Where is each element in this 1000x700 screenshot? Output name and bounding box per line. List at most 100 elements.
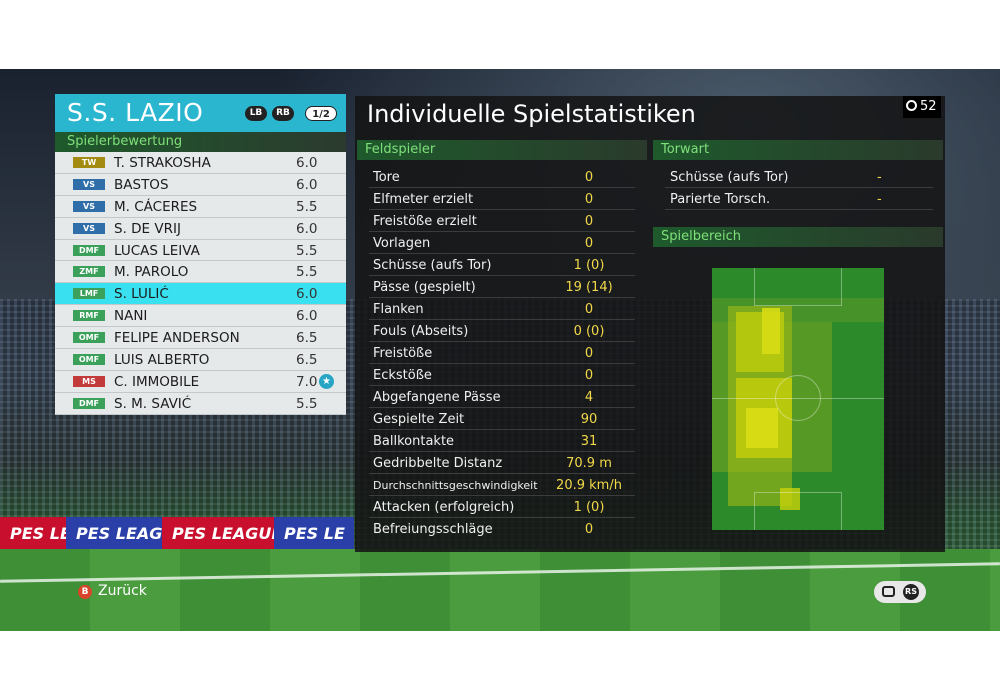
position-badge: VS <box>73 200 105 212</box>
ad-board: PES LEAGUE <box>0 517 66 551</box>
stat-row: Attacken (erfolgreich) 1 (0) <box>369 496 635 518</box>
stat-row: Gedribbelte Distanz 70.9 m <box>369 452 635 474</box>
player-rating: 6.0 <box>296 155 318 171</box>
gk-stat-row: Parierte Torsch. - <box>665 188 933 210</box>
stat-label: Tore <box>373 170 400 185</box>
heatmap-cell <box>762 308 780 354</box>
player-name: FELIPE ANDERSON <box>114 330 240 347</box>
bottom-controls[interactable]: RS <box>874 581 926 603</box>
player-row[interactable]: VS BASTOS 6.0 <box>55 173 346 196</box>
heatmap-cell <box>780 488 800 510</box>
stat-label: Eckstöße <box>373 368 432 383</box>
stat-value: 31 <box>580 434 598 449</box>
player-row[interactable]: OMF FELIPE ANDERSON 6.5 <box>55 327 346 350</box>
heatmap <box>712 268 884 530</box>
position-badge: TW <box>73 157 105 168</box>
back-label[interactable]: Zurück <box>98 583 147 599</box>
stat-row: Freistöße 0 <box>369 342 635 364</box>
team-header: S.S. LAZIO LB RB 1/2 <box>55 94 346 132</box>
position-badge: LMF <box>73 288 105 300</box>
stat-label: Ballkontakte <box>373 434 455 449</box>
player-name: LUIS ALBERTO <box>114 352 210 369</box>
player-row[interactable]: OMF LUIS ALBERTO 6.5 <box>55 349 346 371</box>
player-rating: 6.0 <box>296 286 318 303</box>
player-name: S. DE VRIJ <box>114 220 181 237</box>
player-name: NANI <box>114 308 148 325</box>
stat-row: Ballkontakte 31 <box>369 430 635 452</box>
gk-stat-label: Schüsse (aufs Tor) <box>670 170 789 185</box>
stat-row: Durchschnittsgeschwindigkeit 20.9 km/h <box>369 474 635 496</box>
player-rating: 6.0 <box>296 308 318 325</box>
player-row[interactable]: DMF S. M. SAVIĆ 5.5 <box>55 392 346 415</box>
stat-row: Vorlagen 0 <box>369 232 635 254</box>
player-row[interactable]: MS C. IMMOBILE 7.0 ★ <box>55 370 346 393</box>
stat-label: Schüsse (aufs Tor) <box>373 258 492 273</box>
player-name: BASTOS <box>114 176 169 193</box>
stat-value: 0 <box>584 192 594 207</box>
player-name: C. IMMOBILE <box>114 373 200 390</box>
stat-row: Freistöße erzielt 0 <box>369 210 635 232</box>
stat-value: 0 <box>584 302 594 317</box>
stat-label: Abgefangene Pässe <box>373 390 501 405</box>
lb-button[interactable]: LB <box>245 106 267 121</box>
stat-value: 1 (0) <box>573 500 605 515</box>
pitch <box>0 549 1000 631</box>
team-name: S.S. LAZIO <box>67 98 204 127</box>
player-rating: 5.5 <box>296 242 318 259</box>
stat-value: 70.9 m <box>566 456 612 471</box>
player-name: S. LULIĆ <box>114 286 169 303</box>
position-badge: VS <box>73 178 105 190</box>
position-badge: RMF <box>73 310 105 322</box>
stat-row: Gespielte Zeit 90 <box>369 408 635 430</box>
stat-row: Tore 0 <box>369 166 635 188</box>
rs-stick-icon[interactable]: RS <box>903 584 919 600</box>
stat-label: Pässe (gespielt) <box>373 280 476 295</box>
game-screen: PES LEAGUE PES LEAGUE PES LEAGUE PES LE … <box>0 69 1000 631</box>
stats-title: Individuelle Spielstatistiken <box>367 100 696 128</box>
player-rating-header: Spielerbewertung <box>55 132 346 152</box>
stat-label: Befreiungsschläge <box>373 522 493 537</box>
goalkeeper-header: Torwart <box>653 140 943 160</box>
stat-label: Vorlagen <box>373 236 431 251</box>
position-badge: DMF <box>73 397 105 409</box>
heatmap-cell <box>746 408 778 448</box>
player-row[interactable]: ZMF M. PAROLO 5.5 <box>55 261 346 284</box>
stat-value: 20.9 km/h <box>556 478 622 493</box>
stat-value: 4 <box>584 390 594 405</box>
stat-value: 0 <box>584 236 594 251</box>
stat-label: Durchschnittsgeschwindigkeit <box>373 479 538 492</box>
player-row-selected[interactable]: LMF S. LULIĆ 6.0 <box>55 283 346 306</box>
position-badge: OMF <box>73 354 105 366</box>
rb-button[interactable]: RB <box>272 106 294 121</box>
player-rating: 5.5 <box>296 395 318 412</box>
player-list: TW T. STRAKOSHA 6.0 VS BASTOS 6.0 VS M. CÁCER… <box>55 152 346 415</box>
position-badge: MS <box>73 375 105 387</box>
stat-row: Pässe (gespielt) 19 (14) <box>369 276 635 298</box>
stat-row: Flanken 0 <box>369 298 635 320</box>
player-rating: 6.5 <box>296 330 318 347</box>
stat-row: Schüsse (aufs Tor) 1 (0) <box>369 254 635 276</box>
player-row[interactable]: DMF LUCAS LEIVA 5.5 <box>55 239 346 262</box>
back-button-icon[interactable]: B <box>78 585 92 599</box>
stat-row: Elfmeter erzielt 0 <box>369 188 635 210</box>
ad-board: PES LEAGUE <box>66 517 162 551</box>
stat-row: Fouls (Abseits) 0 (0) <box>369 320 635 342</box>
player-rating: 6.5 <box>296 352 318 369</box>
player-row[interactable]: VS S. DE VRIJ 6.0 <box>55 217 346 240</box>
stat-label: Gedribbelte Distanz <box>373 456 503 471</box>
player-row[interactable]: VS M. CÁCERES 5.5 <box>55 195 346 218</box>
player-row[interactable]: RMF NANI 6.0 <box>55 305 346 328</box>
stat-value: 90 <box>580 412 598 427</box>
stat-value: 0 <box>584 170 594 185</box>
stat-row: Abgefangene Pässe 4 <box>369 386 635 408</box>
chat-icon[interactable] <box>882 586 895 597</box>
field-player-header: Feldspieler <box>357 140 647 160</box>
player-name: M. PAROLO <box>114 264 189 281</box>
position-badge: OMF <box>73 332 105 344</box>
clock-icon <box>906 100 917 111</box>
page-indicator: 1/2 <box>305 106 337 121</box>
timer-value: 52 <box>920 99 937 114</box>
team-panel: S.S. LAZIO LB RB 1/2 Spielerbewertung TW… <box>55 94 346 415</box>
player-row[interactable]: TW T. STRAKOSHA 6.0 <box>55 152 346 174</box>
heatmap-penalty-area-top <box>754 268 842 306</box>
